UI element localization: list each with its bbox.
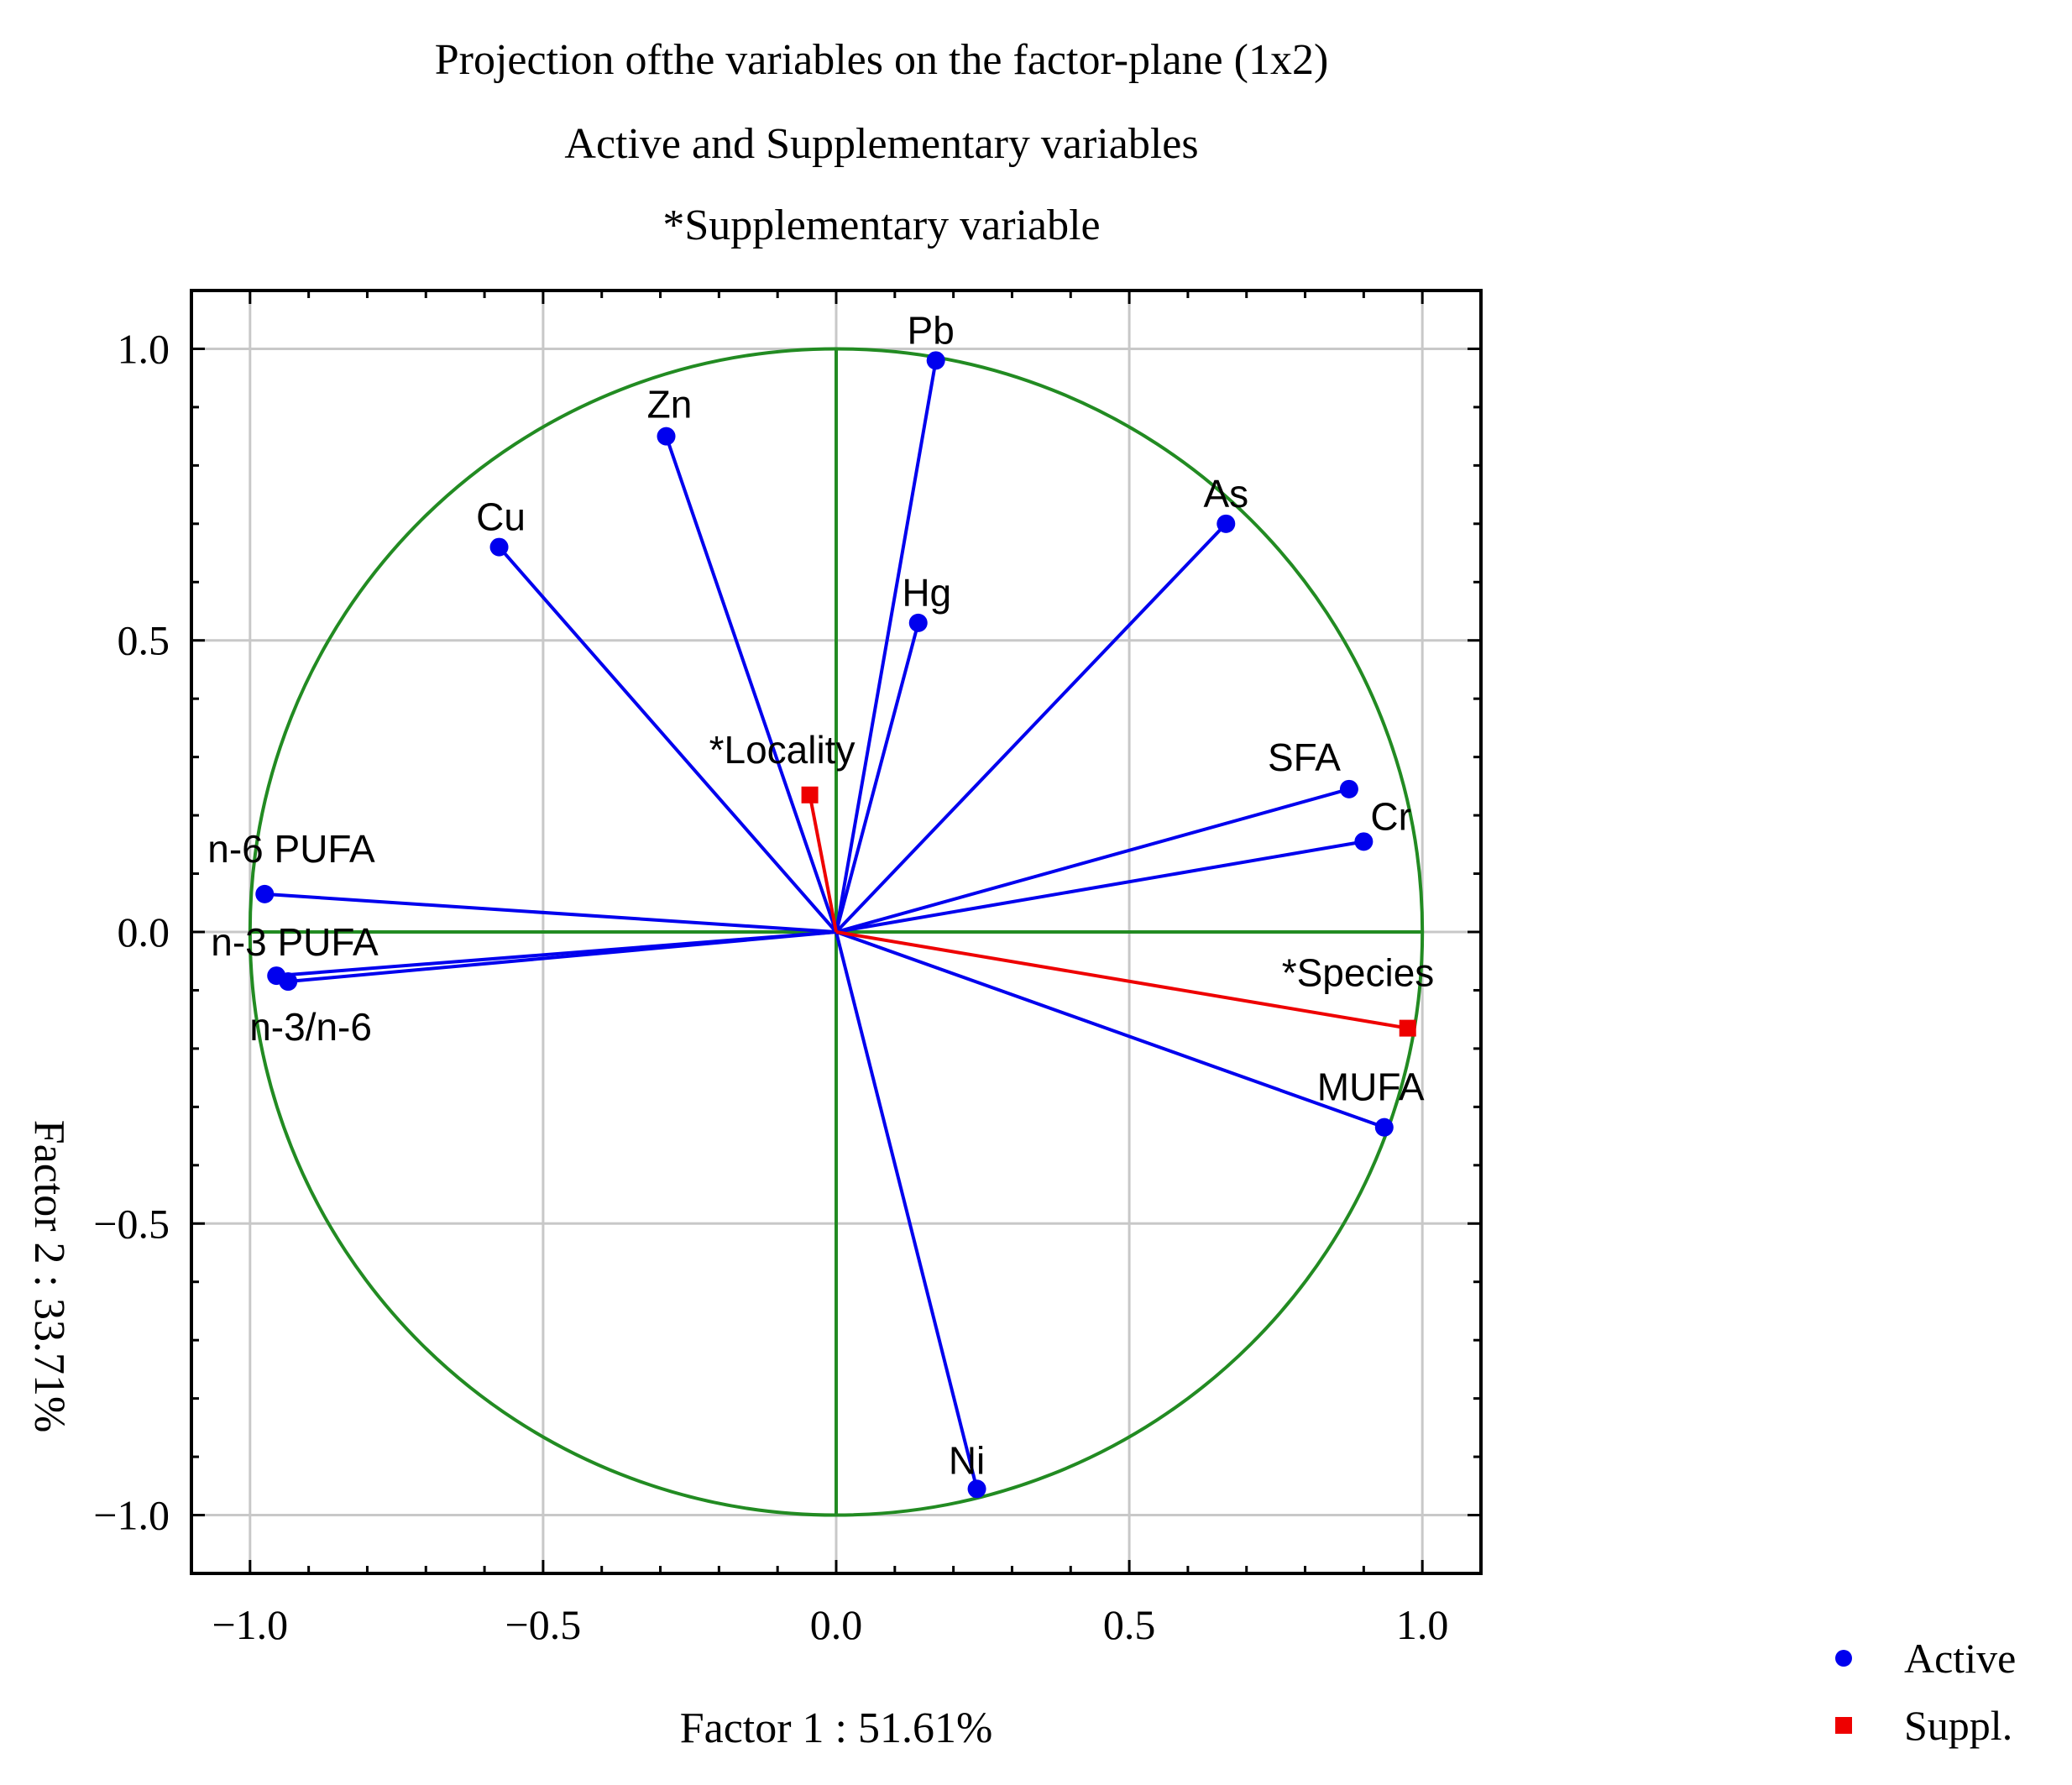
- vector-ni: [835, 931, 979, 1489]
- point-n-3-n-6: [279, 972, 298, 992]
- label-species: *Species: [1282, 951, 1435, 995]
- x-axis-title: Factor 1 : 51.61%: [680, 1704, 993, 1752]
- legend-label: Suppl.: [1904, 1702, 2012, 1749]
- point-ni: [967, 1479, 986, 1499]
- point-as: [1217, 514, 1236, 533]
- label-n-3-pufa: n-3 PUFA: [211, 920, 379, 964]
- label-locality: *Locality: [709, 728, 855, 772]
- legend-marker-suppl: [1835, 1717, 1852, 1734]
- vector-mufa: [835, 930, 1385, 1129]
- vector-hg: [835, 622, 920, 933]
- y-tick-label: 0.5: [118, 617, 170, 664]
- vector-species: [835, 930, 1409, 1030]
- point-locality: [801, 786, 819, 804]
- label-sfa: SFA: [1268, 735, 1341, 779]
- chart-subtitle: Active and Supplementary variables: [564, 120, 1198, 168]
- point-cr: [1354, 832, 1373, 851]
- point-n-6-pufa: [255, 884, 275, 903]
- point-cu: [489, 537, 509, 557]
- y-tick-label: −0.5: [93, 1200, 170, 1247]
- chart-title: Projection ofthe variables on the factor…: [435, 36, 1329, 84]
- x-tick-label: −0.5: [505, 1601, 582, 1648]
- vector-sfa: [835, 787, 1350, 934]
- vectors: [264, 360, 1409, 1489]
- y-axis-title: Factor 2 : 33.71%: [25, 1120, 73, 1433]
- label-zn: Zn: [647, 383, 693, 427]
- y-tick-label: −1.0: [93, 1492, 170, 1539]
- point-hg: [908, 613, 928, 632]
- x-tick-label: 0.5: [1103, 1601, 1156, 1648]
- vector-n-3-n-6: [288, 930, 837, 984]
- vector-cr: [835, 840, 1364, 934]
- label-ni: Ni: [949, 1438, 985, 1482]
- x-tick-label: 1.0: [1396, 1601, 1449, 1648]
- point-pb: [926, 351, 945, 370]
- vector-pb: [835, 360, 938, 933]
- point-sfa: [1339, 779, 1358, 798]
- y-tick-label: 1.0: [118, 325, 170, 372]
- x-tick-label: −1.0: [212, 1601, 288, 1648]
- legend: Active Suppl.: [1835, 1635, 2016, 1749]
- label-n-6-pufa: n-6 PUFA: [207, 827, 375, 871]
- vector-locality: [808, 794, 838, 933]
- label-cr: Cr: [1370, 794, 1411, 838]
- points: [255, 351, 1416, 1499]
- vector-as: [835, 522, 1227, 934]
- label-as: As: [1203, 472, 1248, 516]
- vector-n-6-pufa: [264, 892, 837, 934]
- point-labels: Pb Zn Cu As Hg SFA Cr n-6 PUFA n-3 PUFA n-3/n-6 MU…: [207, 308, 1434, 1482]
- point-mufa: [1374, 1118, 1394, 1137]
- point-zn: [657, 427, 676, 446]
- y-tick-label: 0.0: [118, 908, 170, 955]
- ticks: −1.0 −0.5 0.0 0.5 1.0 −1.0 −0.5 0.0 0.5 1.0: [93, 289, 1483, 1648]
- vector-cu: [498, 546, 838, 934]
- chart-note: *Supplementary variable: [662, 202, 1100, 249]
- label-hg: Hg: [902, 571, 951, 615]
- label-pb: Pb: [908, 308, 955, 352]
- label-n-3-n-6: n-3/n-6: [249, 1005, 372, 1049]
- label-mufa: MUFA: [1317, 1065, 1425, 1109]
- vector-zn: [664, 435, 838, 933]
- x-tick-label: 0.0: [810, 1601, 863, 1648]
- legend-label: Active: [1904, 1635, 2016, 1682]
- legend-marker-active: [1835, 1650, 1852, 1667]
- label-cu: Cu: [476, 495, 526, 539]
- point-species: [1399, 1019, 1416, 1037]
